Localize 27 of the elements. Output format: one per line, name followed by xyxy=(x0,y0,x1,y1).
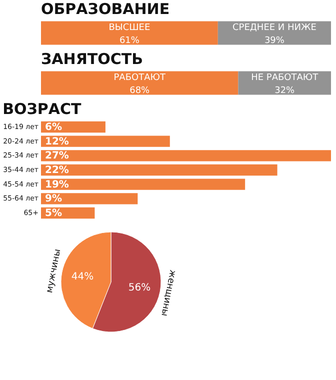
chart-title: ОБРАЗОВАНИЕ xyxy=(41,0,170,18)
data-label: 12% xyxy=(45,136,69,148)
bar xyxy=(41,193,138,204)
data-label: 56% xyxy=(128,282,151,294)
bar xyxy=(41,178,246,190)
data-label: 61% xyxy=(119,36,140,46)
slice-label: женщины xyxy=(158,268,178,317)
data-label: 19% xyxy=(45,179,69,190)
data-label: 32% xyxy=(274,86,296,96)
chart-title: ЗАНЯТОСТЬ xyxy=(41,50,144,68)
data-label: 44% xyxy=(71,272,94,283)
data-label: 9% xyxy=(45,194,62,205)
bar xyxy=(41,136,170,147)
data-label: 22% xyxy=(45,165,69,176)
data-label: 5% xyxy=(45,208,62,219)
data-label: 27% xyxy=(45,150,69,162)
slice-label: мужчины xyxy=(44,248,64,294)
chart-title: ВОЗРАСТ xyxy=(2,100,82,118)
bar xyxy=(41,150,331,162)
series-label: СРЕДНЕЕ И НИЖЕ xyxy=(232,23,317,33)
data-label: 68% xyxy=(130,86,150,96)
bar xyxy=(41,164,278,176)
data-label: 39% xyxy=(264,36,285,46)
data-label: 6% xyxy=(45,122,62,134)
series-label: РАБОТАЮТ xyxy=(114,73,166,83)
series-label: ВЫСШЕЕ xyxy=(108,23,150,33)
series-label: НЕ РАБОТАЮТ xyxy=(251,73,319,83)
